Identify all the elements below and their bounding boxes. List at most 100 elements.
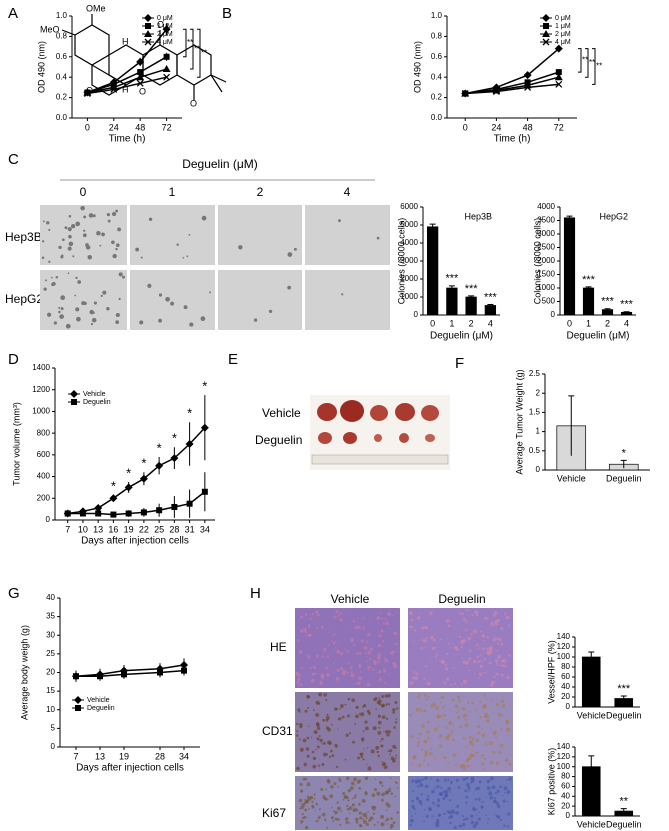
histology-dot [446, 677, 450, 681]
series-line [67, 491, 206, 516]
histology-dot [353, 621, 356, 624]
histology-dot [377, 622, 379, 624]
x-tick-label: 31 [185, 524, 195, 534]
histology-dot [444, 793, 449, 798]
y-tick-label: 40 [46, 593, 55, 602]
histology-dot [492, 712, 494, 714]
histology-dot [468, 790, 470, 792]
histology-dot [490, 776, 494, 781]
histology-dot [439, 792, 444, 797]
error-bar [620, 695, 627, 701]
histology-dot [380, 744, 384, 748]
histology-dot [448, 799, 452, 802]
histology-dot [462, 639, 467, 643]
histology-dot [420, 710, 423, 713]
x-axis-label: Time (h) [494, 134, 531, 145]
histology-dot [475, 613, 479, 617]
histology-dot [423, 709, 427, 713]
histology-dot [495, 814, 497, 816]
y-tick-label: 80 [561, 772, 570, 781]
y-tick-label: 20 [46, 668, 55, 677]
histology-dot [328, 631, 330, 633]
histology-dot [450, 683, 453, 686]
y-tick-label: 120 [557, 752, 571, 761]
colony-dot [176, 243, 179, 246]
colony-dot [115, 209, 119, 213]
colony-dot [147, 283, 152, 288]
histology-dot [500, 642, 504, 647]
colony-dot [75, 276, 78, 280]
histology-dot [381, 798, 384, 802]
histology-dot [508, 777, 512, 781]
histology-dot [495, 650, 497, 652]
colony-title: Deguelin (μM) [182, 157, 258, 171]
histology-dot [385, 817, 390, 821]
histology-dot [337, 818, 340, 821]
legend-label: 0 μM [555, 15, 571, 22]
histology-dot [506, 778, 509, 781]
histology-dot [481, 801, 483, 803]
histology-dot [502, 714, 504, 717]
y-tick-label: 2000 [537, 256, 555, 265]
marker [109, 494, 118, 503]
histology-dot [492, 613, 496, 617]
histology-dot [358, 811, 362, 815]
histology-dot [356, 652, 360, 656]
y-tick-label: 1500 [537, 270, 555, 279]
histology-dot [456, 805, 460, 808]
histology-dot [494, 797, 497, 800]
colony-dot [41, 240, 45, 243]
histology-dot [354, 682, 357, 685]
histology-dot [413, 629, 417, 632]
histology-dot [426, 797, 430, 802]
marker [542, 38, 550, 46]
histology-dot [377, 754, 380, 758]
panel-label: F [455, 355, 464, 372]
marker [200, 423, 209, 432]
histology-dot [472, 824, 477, 829]
histology-dot [303, 762, 307, 767]
panel-label: E [228, 351, 238, 368]
histology-dot [480, 653, 482, 656]
histology-dot [330, 749, 333, 753]
y-tick-label: 0 [51, 742, 56, 751]
significance: *** [445, 273, 459, 285]
significance: * [187, 406, 192, 421]
histology-dot [300, 822, 302, 824]
colony-image [305, 205, 390, 265]
y-tick-label: 600 [37, 450, 51, 459]
axis [59, 598, 200, 748]
histology-dot [486, 636, 489, 639]
colony-dot [74, 294, 77, 297]
histology-dot [416, 785, 419, 788]
histology-dot [455, 778, 459, 782]
histology-dot [446, 728, 449, 731]
histology-dot [362, 627, 365, 630]
histology-dot [308, 808, 310, 810]
colony-dot [67, 246, 72, 251]
histology-dot [412, 790, 414, 792]
histology-dot [326, 826, 328, 829]
colony-dot [72, 255, 75, 258]
histology-dot [353, 777, 357, 782]
histology-dot [436, 825, 438, 827]
histology-dot [417, 741, 420, 744]
marker [543, 23, 549, 29]
histology-dot [328, 643, 331, 646]
column-label: Deguelin [438, 592, 485, 606]
histology-dot [318, 808, 321, 811]
marker [97, 673, 103, 680]
marker [83, 90, 91, 97]
histology-dot [378, 697, 381, 699]
histology-dot [478, 700, 482, 703]
colony-dot [170, 301, 175, 306]
histology-dot [295, 734, 299, 737]
y-axis-label: OD 490 (nm) [412, 41, 422, 93]
x-tick-label: 7 [73, 751, 78, 761]
histology-dot [340, 810, 343, 813]
histology-dot [503, 661, 506, 664]
histology-dot [490, 698, 493, 701]
histology-dot [304, 777, 307, 781]
histology-dot [435, 653, 438, 656]
histology-dot [492, 722, 495, 725]
